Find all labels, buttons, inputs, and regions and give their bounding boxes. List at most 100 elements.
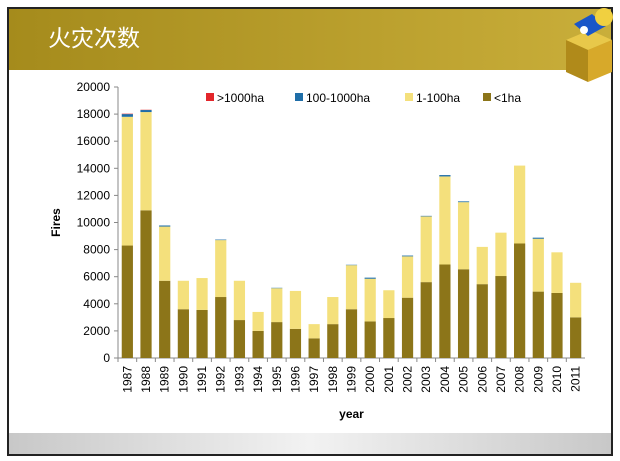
x-tick-label: 2004 <box>438 366 452 393</box>
bar-segment <box>327 324 339 358</box>
x-tick-label: 1992 <box>214 366 228 393</box>
x-tick-label: 2008 <box>513 366 527 393</box>
x-tick-label: 1991 <box>195 366 209 393</box>
y-tick-label: 20000 <box>77 80 111 94</box>
bar-segment <box>364 321 376 358</box>
bar-segment <box>345 309 358 358</box>
bar-segment <box>420 215 432 217</box>
bar-segment <box>177 309 189 358</box>
legend-swatch <box>405 93 413 101</box>
y-tick-label: 0 <box>103 351 110 365</box>
bar-segment <box>532 238 544 292</box>
bar-segment <box>383 318 395 358</box>
legend-label: 1-100ha <box>416 91 460 105</box>
x-tick-label: 1998 <box>326 366 340 393</box>
x-tick-label: 1993 <box>232 366 246 393</box>
bar-segment <box>495 276 507 358</box>
x-axis-label: year <box>339 407 364 421</box>
cube-icon <box>566 8 613 82</box>
x-tick-label: 1990 <box>176 366 190 393</box>
bar-segment <box>271 288 283 323</box>
bar-segment <box>439 176 451 265</box>
bar-segment <box>420 282 432 358</box>
y-tick-label: 8000 <box>83 243 110 257</box>
bar-segment <box>252 330 264 358</box>
bar-segment <box>514 243 526 358</box>
bar-segment <box>271 322 283 358</box>
x-tick-label: 2010 <box>550 366 564 393</box>
x-tick-label: 2005 <box>457 366 471 393</box>
y-tick-label: 4000 <box>83 297 110 311</box>
bar-segment <box>140 110 152 113</box>
bar-segment <box>177 280 189 310</box>
bar-segment <box>159 280 171 358</box>
slide-frame <box>7 7 613 456</box>
bar-segment <box>532 237 544 239</box>
bar-segment <box>308 338 320 358</box>
bar-segment <box>215 240 227 298</box>
legend-swatch <box>295 93 303 101</box>
bar-segment <box>327 297 339 325</box>
bar-segment <box>383 290 395 319</box>
bar-segment <box>401 256 414 298</box>
bar-segment <box>159 225 171 227</box>
y-tick-label: 18000 <box>77 107 111 121</box>
bar-segment <box>439 175 451 177</box>
bar-segment <box>140 210 152 358</box>
y-tick-label: 12000 <box>77 188 111 202</box>
bar-segment <box>551 252 563 293</box>
bar-segment <box>159 226 171 281</box>
bar-segment <box>345 265 358 310</box>
footer-band <box>9 433 611 454</box>
bar-segment <box>420 216 432 283</box>
bar-segment <box>495 232 507 277</box>
bar-segment <box>570 317 582 358</box>
x-tick-label: 2001 <box>382 366 396 393</box>
bar-segment <box>289 328 302 358</box>
y-axis-label: Fires <box>49 208 63 237</box>
x-tick-label: 1988 <box>139 366 153 393</box>
bar-segment <box>570 282 582 318</box>
legend-label: <1ha <box>494 91 521 105</box>
y-tick-label: 16000 <box>77 134 111 148</box>
x-tick-label: 2003 <box>419 366 433 393</box>
bar-segment <box>289 290 302 329</box>
bar-segment <box>401 255 414 257</box>
x-tick-label: 1996 <box>288 366 302 393</box>
x-tick-label: 1999 <box>345 366 359 393</box>
bar-segment <box>457 201 470 203</box>
header-band <box>9 9 611 70</box>
x-tick-label: 2011 <box>569 366 583 392</box>
bar-segment <box>364 278 376 322</box>
x-tick-label: 1997 <box>307 366 321 393</box>
bar-segment <box>551 292 563 358</box>
x-tick-label: 2000 <box>363 366 377 393</box>
legend-swatch <box>206 93 214 101</box>
x-tick-label: 1994 <box>251 366 265 393</box>
x-tick-label: 1995 <box>270 366 284 393</box>
bar-segment <box>401 297 414 358</box>
bar-segment <box>252 311 264 331</box>
y-tick-label: 10000 <box>77 216 111 230</box>
x-tick-label: 1989 <box>158 366 172 393</box>
y-tick-label: 6000 <box>83 270 110 284</box>
legend-swatch <box>483 93 491 101</box>
bar-segment <box>121 116 133 246</box>
slide-title: 火灾次数 <box>48 26 140 52</box>
bar-segment <box>215 239 227 241</box>
bar-segment <box>121 114 133 117</box>
bar-segment <box>121 245 133 358</box>
bar-segment <box>514 165 526 244</box>
bar-segment <box>439 264 451 358</box>
chart: 0 2000 4000 6000 8000 10000 12000 14000 16000 180… <box>49 80 585 421</box>
bar-segment <box>457 202 470 270</box>
y-tick-label: 14000 <box>77 161 111 175</box>
bar-segment <box>233 320 246 358</box>
legend-label: >1000ha <box>217 91 264 105</box>
bar-segment <box>476 246 488 285</box>
bar-segment <box>364 277 376 279</box>
x-tick-label: 2009 <box>531 366 545 393</box>
y-tick-label: 2000 <box>83 324 110 338</box>
bar-segment <box>215 297 227 358</box>
